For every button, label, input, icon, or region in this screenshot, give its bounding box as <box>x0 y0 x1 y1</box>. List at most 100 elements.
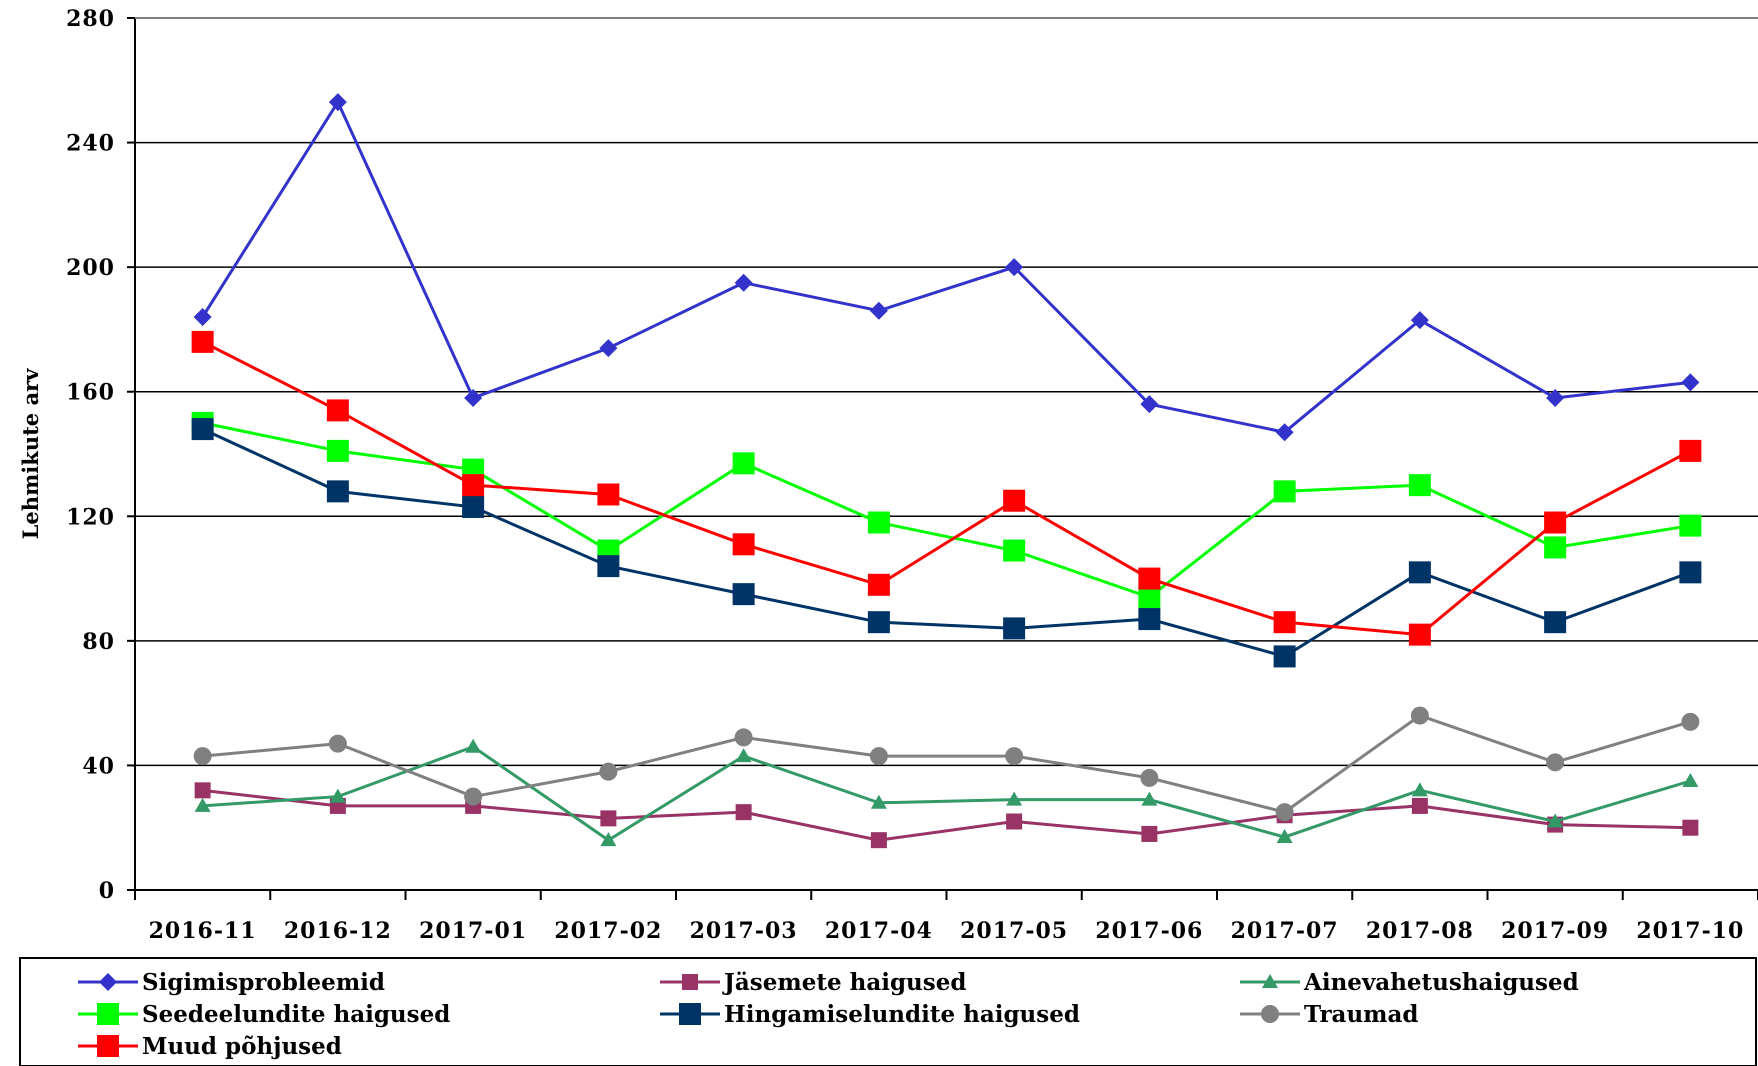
data-point <box>1410 706 1429 725</box>
x-tick-label: 2017-01 <box>419 918 527 944</box>
data-point <box>867 573 890 596</box>
data-point <box>1003 539 1026 562</box>
y-tick-label: 0 <box>99 878 115 904</box>
series-4 <box>191 418 1702 668</box>
y-tick-label: 120 <box>66 504 115 530</box>
data-point <box>599 762 618 781</box>
data-point <box>1140 768 1159 787</box>
x-tick-label: 2017-09 <box>1501 918 1609 944</box>
series-group <box>191 93 1702 849</box>
data-point <box>326 399 349 422</box>
data-point <box>1544 511 1567 534</box>
legend-label: Traumad <box>1304 1001 1419 1028</box>
series-1 <box>194 782 1699 849</box>
legend-marker <box>1261 1005 1279 1023</box>
y-tick-label: 160 <box>66 380 115 406</box>
x-tick-label: 2017-07 <box>1231 918 1339 944</box>
data-point <box>600 832 617 847</box>
legend: Sigimisprobleemid Jäsemete haigused Aineva… <box>19 957 1757 1066</box>
data-point <box>734 728 753 747</box>
data-point <box>1546 753 1565 772</box>
data-point <box>1140 395 1159 414</box>
series-line <box>201 427 1691 659</box>
data-point <box>1682 773 1699 787</box>
series-line <box>202 713 1691 814</box>
data-point <box>869 747 888 766</box>
legend-marker <box>1262 974 1278 988</box>
data-point <box>1408 623 1431 646</box>
series-line <box>202 745 1691 842</box>
data-point <box>1411 782 1428 797</box>
series-line <box>202 421 1691 599</box>
data-point <box>732 452 755 475</box>
legend-item-4: Hingamiselundite haigused <box>660 1001 1080 1028</box>
legend-label: Muud põhjused <box>142 1033 342 1060</box>
data-point <box>870 832 887 849</box>
y-tick-label: 280 <box>66 6 115 32</box>
data-point <box>1138 567 1161 590</box>
data-point <box>597 555 620 578</box>
data-point <box>1273 480 1296 503</box>
data-point <box>735 804 752 821</box>
x-tick-label: 2017-05 <box>960 918 1068 944</box>
gridlines <box>135 141 1758 767</box>
data-point <box>732 533 755 556</box>
data-point <box>1273 611 1296 634</box>
data-point <box>870 794 887 809</box>
y-tick-label: 40 <box>82 753 115 779</box>
series-2 <box>194 738 1699 847</box>
data-point <box>465 738 482 753</box>
legend-item-6: Muud põhjused <box>78 1033 342 1060</box>
series-6 <box>191 330 1702 646</box>
data-point <box>600 810 617 827</box>
legend-label: Hingamiselundite haigused <box>724 1001 1080 1028</box>
data-point <box>1681 373 1700 392</box>
data-point <box>328 93 347 112</box>
data-point <box>326 439 349 462</box>
data-point <box>1276 829 1293 844</box>
data-point <box>869 301 888 320</box>
data-point <box>1138 586 1161 609</box>
data-point <box>1005 747 1024 766</box>
data-point <box>464 787 483 806</box>
series-line <box>202 788 1691 842</box>
x-tick-label: 2017-03 <box>690 918 798 944</box>
data-point <box>1138 608 1161 631</box>
data-point <box>464 388 483 407</box>
data-point <box>599 339 618 358</box>
data-point <box>597 483 620 506</box>
series-0 <box>193 93 1700 442</box>
x-tick-label: 2017-04 <box>825 918 933 944</box>
x-tick-label: 2017-08 <box>1366 918 1474 944</box>
data-point <box>1679 561 1702 584</box>
data-point <box>191 418 214 441</box>
data-point <box>1408 474 1431 497</box>
legend-label: Jäsemete haigused <box>722 969 966 996</box>
data-point <box>1682 819 1699 836</box>
data-point <box>867 611 890 634</box>
series-3 <box>191 411 1702 609</box>
data-point <box>1547 813 1564 828</box>
data-point <box>193 747 212 766</box>
data-point <box>732 583 755 606</box>
data-point <box>329 788 346 803</box>
legend-box <box>19 957 1757 1066</box>
data-point <box>1411 797 1428 814</box>
x-tick-label: 2016-11 <box>149 918 257 944</box>
data-point <box>194 797 211 812</box>
series-line <box>201 98 1691 434</box>
legend-marker <box>97 1035 119 1057</box>
data-point <box>1275 423 1294 442</box>
data-point <box>326 480 349 503</box>
legend-item-5: Traumad <box>1240 1001 1419 1028</box>
legend-marker <box>682 974 698 990</box>
data-point <box>734 273 753 292</box>
y-axis-title: Lehmikute arv <box>18 368 43 539</box>
legend-marker <box>679 1003 701 1025</box>
data-point <box>194 782 211 799</box>
x-tick-label: 2016-12 <box>284 918 392 944</box>
x-tick-label: 2017-10 <box>1636 918 1744 944</box>
y-tick-label: 200 <box>66 255 115 281</box>
legend-marker <box>97 1003 119 1025</box>
legend-item-0: Sigimisprobleemid <box>78 969 385 996</box>
